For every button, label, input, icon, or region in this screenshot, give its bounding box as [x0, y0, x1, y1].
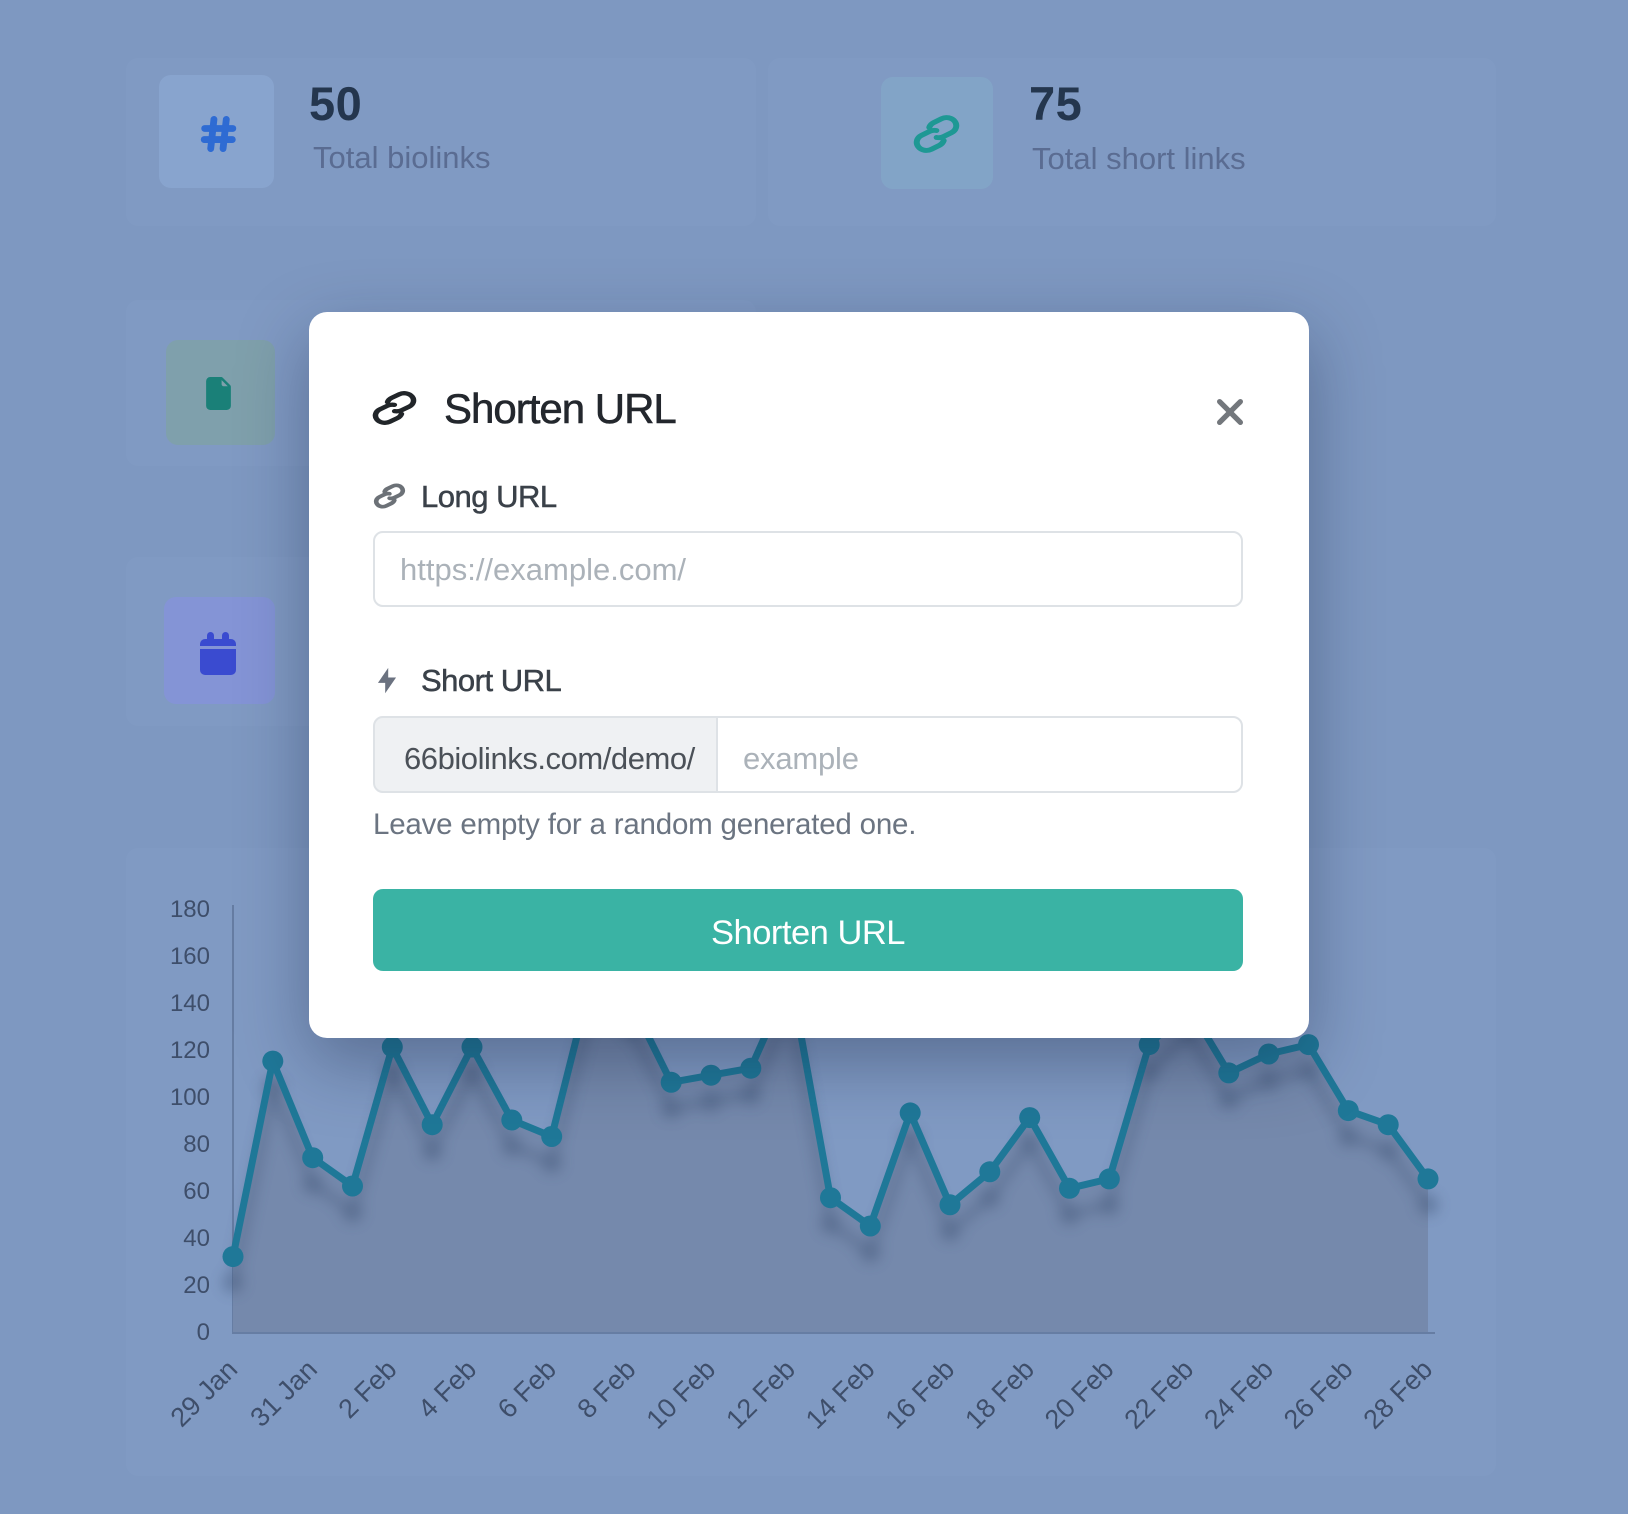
- svg-text:160: 160: [170, 943, 210, 970]
- svg-text:60: 60: [183, 1178, 210, 1205]
- svg-text:2 Feb: 2 Feb: [333, 1354, 403, 1424]
- svg-text:180: 180: [170, 896, 210, 923]
- svg-text:0: 0: [197, 1319, 210, 1346]
- svg-text:31 Jan: 31 Jan: [244, 1354, 323, 1433]
- svg-text:28 Feb: 28 Feb: [1358, 1354, 1439, 1435]
- svg-text:16 Feb: 16 Feb: [880, 1354, 961, 1435]
- svg-text:6 Feb: 6 Feb: [492, 1354, 562, 1424]
- svg-text:20 Feb: 20 Feb: [1039, 1354, 1120, 1435]
- svg-text:29 Jan: 29 Jan: [165, 1354, 244, 1433]
- svg-text:4 Feb: 4 Feb: [412, 1354, 482, 1424]
- svg-text:20: 20: [183, 1272, 210, 1299]
- svg-text:22 Feb: 22 Feb: [1119, 1354, 1200, 1435]
- svg-text:24 Feb: 24 Feb: [1198, 1354, 1279, 1435]
- svg-text:40: 40: [183, 1225, 210, 1252]
- svg-text:8 Feb: 8 Feb: [572, 1354, 642, 1424]
- svg-text:26 Feb: 26 Feb: [1278, 1354, 1359, 1435]
- svg-text:10 Feb: 10 Feb: [641, 1354, 722, 1435]
- svg-text:140: 140: [170, 990, 210, 1017]
- svg-text:80: 80: [183, 1131, 210, 1158]
- svg-text:100: 100: [170, 1084, 210, 1111]
- svg-text:12 Feb: 12 Feb: [720, 1354, 801, 1435]
- svg-text:14 Feb: 14 Feb: [800, 1354, 881, 1435]
- svg-text:18 Feb: 18 Feb: [959, 1354, 1040, 1435]
- svg-text:120: 120: [170, 1037, 210, 1064]
